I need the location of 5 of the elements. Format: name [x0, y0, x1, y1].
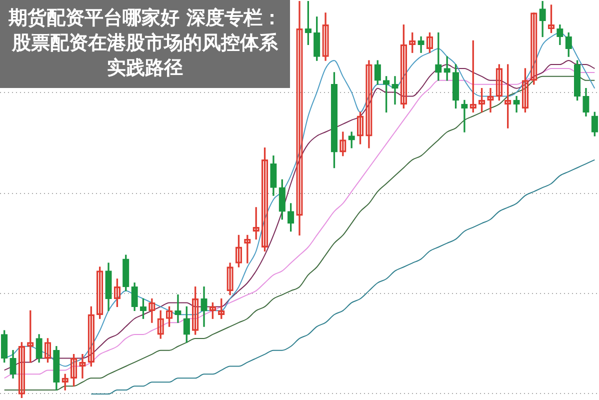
candlestick: [392, 76, 398, 105]
candlestick: [174, 294, 182, 323]
text: 期货配资平台哪家好 深度专栏：股票配资在港股市场的风控体系实践路径: [8, 6, 282, 81]
candlestick: [444, 56, 450, 81]
candlestick: [461, 100, 468, 132]
